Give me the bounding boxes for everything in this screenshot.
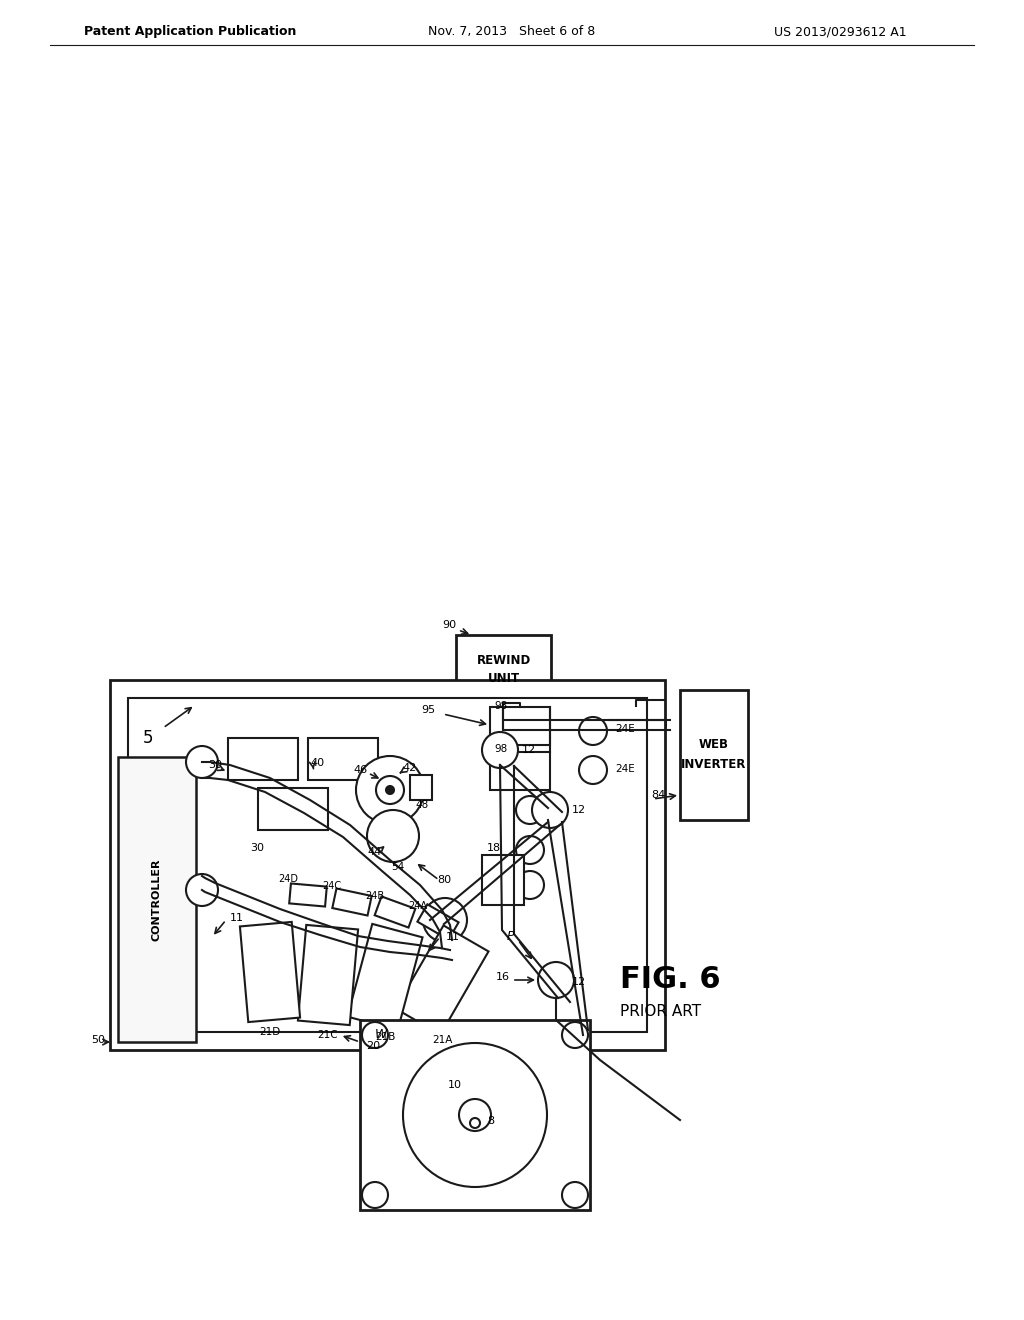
Bar (490, 752, 550, 789)
Text: 30: 30 (250, 843, 264, 853)
Text: 11: 11 (446, 932, 460, 942)
Circle shape (634, 708, 666, 741)
Circle shape (386, 785, 394, 795)
Circle shape (362, 1181, 388, 1208)
Text: 21D: 21D (259, 1027, 281, 1038)
Bar (258, 788, 328, 830)
Text: 5: 5 (142, 729, 154, 747)
Polygon shape (375, 896, 416, 928)
Text: 42: 42 (402, 763, 416, 774)
Text: UNIT: UNIT (487, 672, 519, 685)
Text: Nov. 7, 2013   Sheet 6 of 8: Nov. 7, 2013 Sheet 6 of 8 (428, 25, 596, 38)
Text: 18: 18 (487, 843, 501, 853)
Text: 40: 40 (310, 758, 325, 768)
Bar (128, 698, 647, 1032)
Text: 24A: 24A (409, 902, 427, 911)
Text: 84: 84 (650, 789, 665, 800)
Polygon shape (418, 904, 459, 940)
Text: W: W (375, 1028, 387, 1041)
Text: 90: 90 (442, 620, 456, 630)
Text: REWIND: REWIND (476, 653, 530, 667)
Text: 80: 80 (437, 875, 451, 884)
Circle shape (532, 792, 568, 828)
Text: 21A: 21A (432, 1035, 453, 1045)
Circle shape (516, 796, 544, 824)
Text: 98: 98 (494, 701, 507, 711)
Polygon shape (347, 924, 423, 1030)
Circle shape (516, 836, 544, 865)
Circle shape (423, 898, 467, 942)
Text: 30: 30 (208, 760, 222, 770)
Text: 24D: 24D (278, 874, 298, 884)
Bar (308, 738, 378, 780)
Text: 21B: 21B (375, 1032, 395, 1041)
Text: PRIOR ART: PRIOR ART (620, 1005, 701, 1019)
Text: 11: 11 (230, 913, 244, 923)
Circle shape (186, 746, 218, 777)
Bar (456, 635, 551, 704)
Polygon shape (298, 925, 358, 1026)
Circle shape (516, 871, 544, 899)
Bar (490, 708, 550, 744)
Bar (410, 775, 432, 800)
Bar (360, 1020, 590, 1210)
Text: 54: 54 (391, 862, 404, 873)
Text: 21C: 21C (317, 1030, 338, 1040)
Polygon shape (240, 921, 300, 1022)
Text: 24B: 24B (366, 891, 385, 902)
Text: CONTROLLER: CONTROLLER (152, 858, 162, 941)
Text: 24E: 24E (615, 723, 635, 734)
Text: 98: 98 (494, 744, 507, 754)
Circle shape (579, 756, 607, 784)
Text: 24E: 24E (615, 764, 635, 774)
Text: FIG. 6: FIG. 6 (620, 965, 721, 994)
Text: US 2013/0293612 A1: US 2013/0293612 A1 (774, 25, 906, 38)
Circle shape (594, 708, 626, 741)
Circle shape (482, 733, 518, 768)
Text: 10: 10 (449, 1080, 462, 1090)
Polygon shape (395, 925, 488, 1035)
Bar (118, 756, 196, 1041)
Text: 16: 16 (496, 972, 510, 982)
Text: INVERTER: INVERTER (681, 759, 746, 771)
Text: 12: 12 (572, 977, 586, 987)
Text: P: P (506, 929, 514, 942)
Circle shape (186, 874, 218, 906)
Bar (482, 855, 524, 906)
Circle shape (459, 1100, 490, 1131)
Bar (110, 680, 665, 1049)
Text: Patent Application Publication: Patent Application Publication (84, 25, 296, 38)
Bar (228, 738, 298, 780)
Text: 12: 12 (572, 805, 586, 814)
Text: WEB: WEB (699, 738, 729, 751)
Text: 20: 20 (366, 1041, 380, 1051)
Bar (680, 690, 748, 820)
Circle shape (562, 1181, 588, 1208)
Polygon shape (333, 888, 372, 916)
Circle shape (470, 1118, 480, 1129)
Circle shape (538, 962, 574, 998)
Text: 8: 8 (487, 1115, 495, 1126)
Text: 50: 50 (91, 1035, 105, 1045)
Text: 48: 48 (416, 800, 429, 810)
Circle shape (403, 1043, 547, 1187)
Circle shape (356, 756, 424, 824)
Text: 12: 12 (522, 744, 537, 755)
Circle shape (562, 1022, 588, 1048)
Circle shape (367, 810, 419, 862)
Text: 44: 44 (368, 847, 382, 857)
Polygon shape (289, 883, 327, 907)
Text: 95: 95 (421, 705, 435, 715)
Circle shape (376, 776, 404, 804)
Text: 24C: 24C (323, 880, 342, 891)
Circle shape (579, 717, 607, 744)
Circle shape (362, 1022, 388, 1048)
Text: 46: 46 (353, 766, 367, 775)
